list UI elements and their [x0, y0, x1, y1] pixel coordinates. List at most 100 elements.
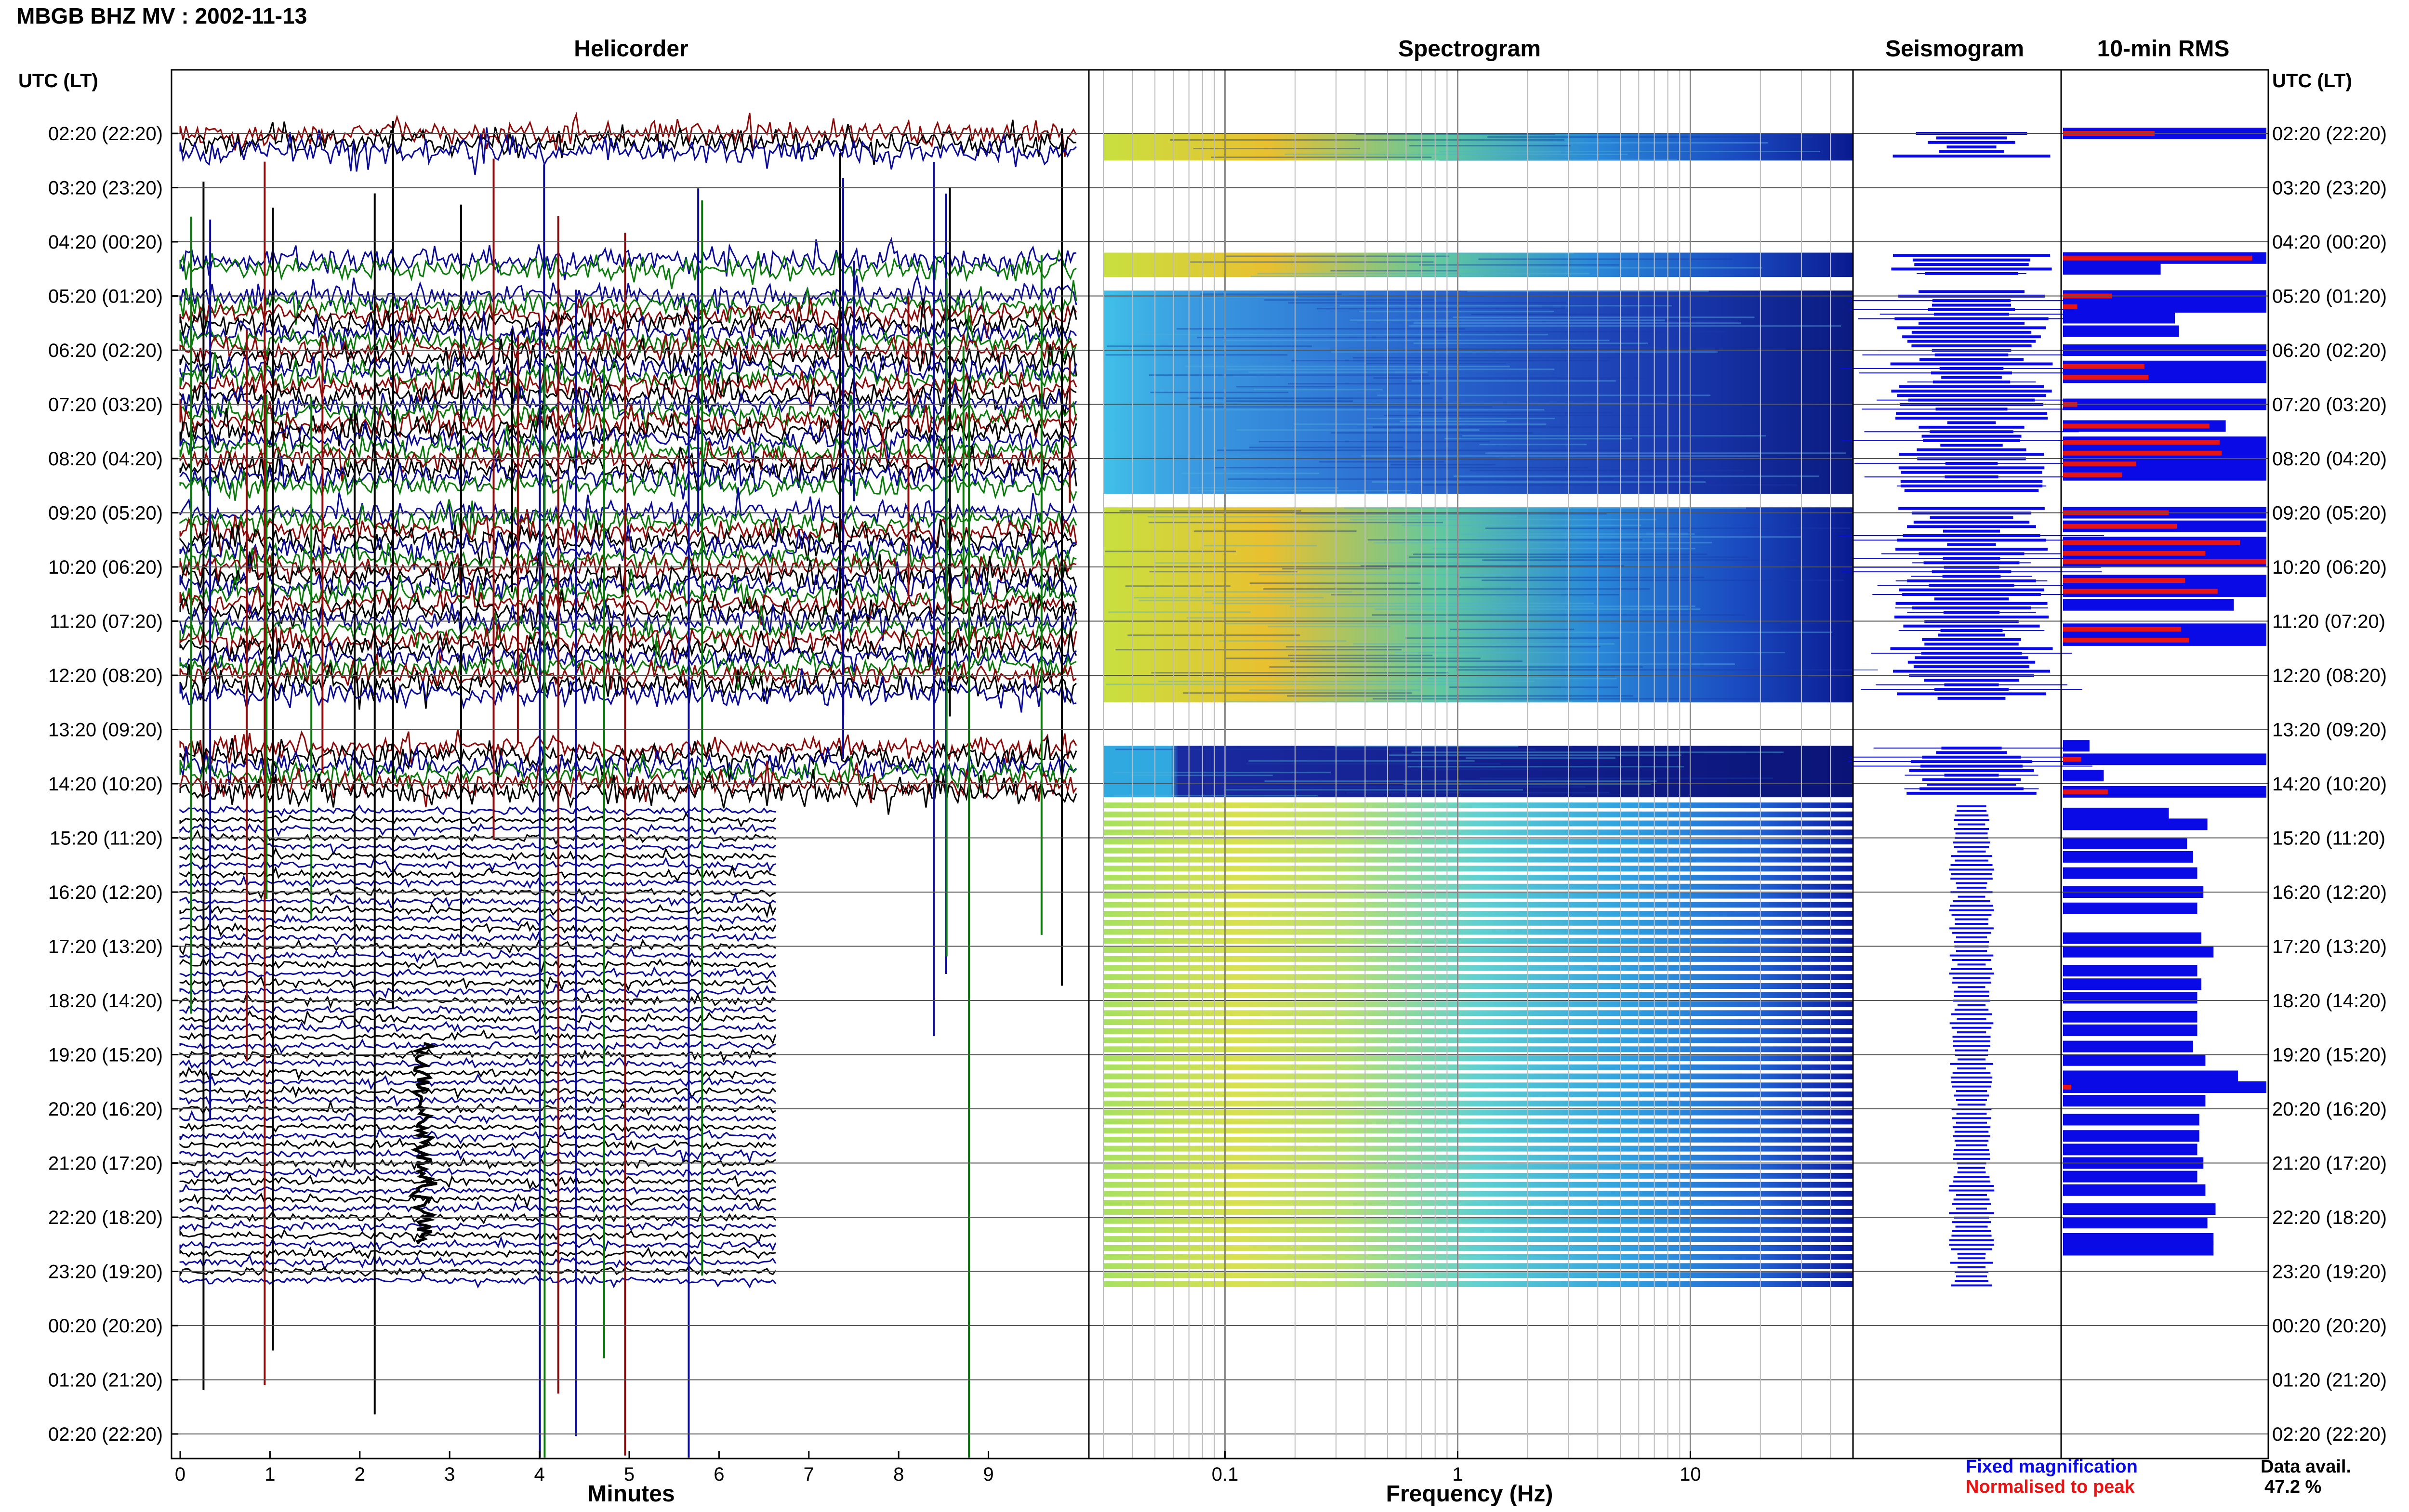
- helicorder-trace: [179, 875, 776, 889]
- spectrogram-streak: [1367, 539, 1642, 541]
- spectrogram-row: [1103, 1010, 1853, 1016]
- page-title: MBGB BHZ MV : 2002-11-13: [16, 3, 307, 28]
- seismogram-trace: [1951, 914, 1992, 916]
- spectrogram-row: [1103, 1019, 1853, 1026]
- spectrogram-streak: [1360, 565, 1624, 567]
- seismogram-trace: [1957, 805, 1986, 807]
- frequency-tick-label: 10: [1680, 1464, 1701, 1485]
- spectrogram-streak: [1115, 749, 1535, 750]
- spectrogram-streak: [1480, 777, 1774, 779]
- frequency-tick-label: 0.1: [1212, 1464, 1239, 1485]
- spectrogram-streak: [1405, 637, 1621, 639]
- seismogram-trace: [1911, 344, 2032, 347]
- seismogram-trace: [1902, 335, 2041, 339]
- helicorder-trace: [179, 352, 1077, 401]
- helicorder-xlabel: Minutes: [587, 1481, 675, 1507]
- spectrogram-streak: [1246, 763, 1501, 765]
- seismogram-trace: [1951, 1248, 1992, 1250]
- spectrogram-streak: [1409, 556, 1749, 558]
- helicorder-trace: [179, 1273, 777, 1289]
- time-tick-right: 11:20 (07:20): [2272, 611, 2385, 632]
- spectrogram-streak: [1366, 418, 1555, 420]
- spectrogram-row: [1103, 866, 1853, 872]
- spectrogram-row: [1103, 829, 1853, 836]
- seismogram-trace: [1898, 466, 2045, 470]
- helicorder-trace: [179, 1246, 776, 1260]
- seismogram-trace: [1895, 412, 2048, 415]
- seismogram-trace: [1955, 832, 1988, 835]
- spectrogram-streak: [1372, 426, 1681, 428]
- spectrogram-streak: [1462, 435, 1766, 437]
- spectrogram-row: [1103, 1082, 1853, 1089]
- seismogram-trace: [1951, 873, 1992, 875]
- helicorder-trace: [179, 1057, 776, 1069]
- seismogram-trace: [1958, 1058, 1985, 1061]
- spectrogram-streak: [1136, 334, 1548, 336]
- spectrogram-row: [1103, 1046, 1853, 1052]
- rms-bar-normalised: [2063, 440, 2220, 445]
- rms-bar-fixed: [2063, 902, 2197, 914]
- helicorder-trace: [179, 568, 1077, 615]
- spectrogram-streak: [1254, 389, 1383, 391]
- spectrogram-streak: [1249, 447, 1403, 448]
- spectrogram-block: [1103, 746, 1853, 798]
- spectrogram-streak: [1372, 698, 1782, 700]
- spectrogram-streak: [1217, 449, 1635, 451]
- spectrogram-streak: [1469, 470, 1744, 472]
- spectrogram-streak: [1193, 148, 1361, 149]
- helicorder-trace: [179, 804, 776, 817]
- spectrogram-row: [1103, 1001, 1853, 1007]
- seismogram-trace: [1907, 660, 2036, 664]
- seismogram-trace: [1939, 150, 2004, 153]
- spectrogram-streak: [1400, 421, 1507, 422]
- seismogram-trace: [1919, 425, 2025, 429]
- spectrogram-streak: [1134, 597, 1324, 599]
- spectrogram-streak: [1407, 766, 1684, 768]
- minutes-tick-label: 8: [893, 1464, 904, 1485]
- seismogram-trace: [1954, 828, 1989, 830]
- spectrogram-streak: [1319, 461, 1444, 463]
- rms-bar-fixed: [2063, 1217, 2208, 1229]
- helicorder-trace: [179, 761, 1077, 808]
- spectrogram-streak: [1482, 579, 1844, 581]
- helicorder-trace: [179, 939, 776, 956]
- data-availability-label: Data avail.: [2261, 1457, 2351, 1477]
- spectrogram-streak: [1285, 646, 1601, 648]
- helicorder-trace: [179, 1254, 777, 1271]
- spectrogram-row: [1103, 992, 1853, 998]
- spectrogram-streak: [1105, 354, 1288, 356]
- spectrogram-streak: [1113, 772, 1331, 774]
- spectrogram-streak: [1419, 412, 1613, 414]
- spectrogram-streak: [1197, 490, 1411, 492]
- seismogram-trace: [1946, 145, 1997, 149]
- rms-bar-fixed: [2063, 1184, 2206, 1196]
- seismogram-trace: [1956, 1194, 1987, 1196]
- spectrogram-streak: [1127, 634, 1300, 636]
- spectrogram-streak: [1461, 533, 1695, 535]
- spectrogram-streak: [1236, 429, 1480, 431]
- rms-title: 10-min RMS: [2097, 36, 2230, 62]
- helicorder-trace: [179, 1005, 776, 1015]
- seismogram-trace: [1956, 1090, 1987, 1092]
- time-tick-left: 20:20 (16:20): [48, 1099, 163, 1120]
- rms-bar-fixed: [2063, 1203, 2216, 1215]
- spectrogram-row: [1103, 1109, 1853, 1116]
- time-tick-right: 05:20 (01:20): [2272, 286, 2387, 307]
- seismogram-trace: [1949, 1022, 1994, 1025]
- spectrogram-streak: [1227, 368, 1555, 370]
- spectrogram-streak: [1485, 452, 1846, 454]
- rms-bar-fixed: [2063, 965, 2197, 977]
- seismogram-trace: [1891, 389, 2052, 393]
- spectrogram-streak: [1148, 522, 1443, 524]
- rms-bar-normalised: [2063, 589, 2218, 594]
- spectrogram-row: [1103, 811, 1853, 817]
- seismogram-trace: [1949, 954, 1994, 957]
- helicorder-trace: [179, 1192, 776, 1210]
- spectrogram-streak: [1204, 591, 1352, 593]
- helicorder-trace: [179, 668, 1077, 713]
- spectrogram-row: [1103, 1118, 1853, 1125]
- spectrogram-streak: [1228, 478, 1614, 480]
- spectrogram-streak: [1478, 258, 1733, 260]
- seismogram-trace: [1950, 1262, 1993, 1264]
- spectrogram-streak: [1423, 484, 1798, 486]
